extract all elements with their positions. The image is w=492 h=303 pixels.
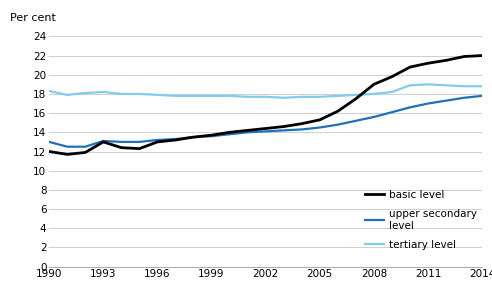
Text: Per cent: Per cent [10,13,56,23]
Legend: basic level, upper secondary
level, tertiary level: basic level, upper secondary level, tert… [365,190,477,250]
